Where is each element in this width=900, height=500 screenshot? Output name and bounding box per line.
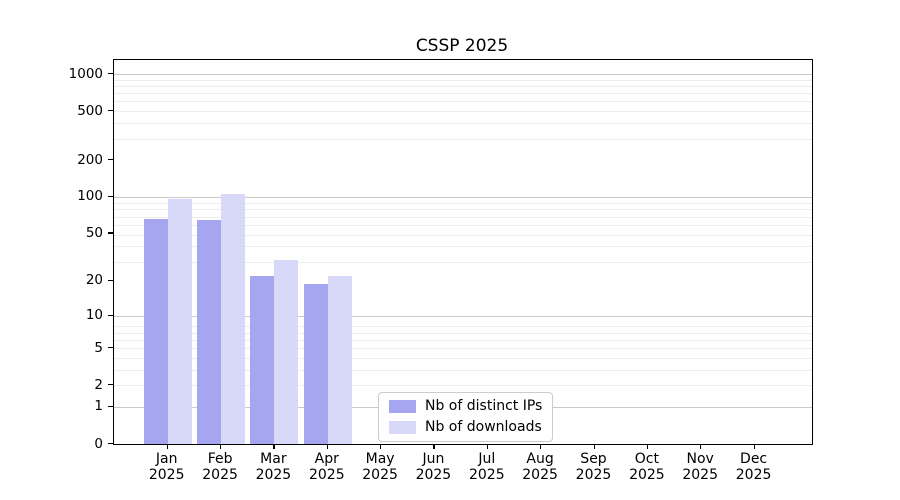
x-axis-tick-label: Jan 2025 (148, 451, 185, 483)
bar-distinct-ips (143, 218, 168, 444)
legend-label-distinct-ips: Nb of distinct IPs (425, 398, 543, 414)
gridline-minor (114, 111, 812, 113)
gridline-minor (114, 357, 812, 359)
gridline-minor (114, 86, 812, 87)
legend-swatch-distinct-ips (389, 399, 416, 413)
bar-downloads (167, 199, 192, 444)
y-axis-tick-mark (108, 384, 113, 386)
gridline-minor (114, 261, 812, 263)
y-axis-tick-label: 5 (94, 339, 103, 356)
y-axis-tick-label: 2 (94, 376, 103, 393)
plot-area (113, 59, 813, 445)
gridline-minor (114, 203, 812, 204)
gridline-minor (114, 123, 812, 125)
y-axis-tick-label: 500 (77, 102, 103, 119)
bar-downloads (274, 260, 299, 444)
x-axis-tick-mark (700, 444, 702, 449)
legend-entry-downloads: Nb of downloads (389, 419, 542, 435)
gridline-minor (114, 138, 812, 140)
x-axis-tick-label: Oct 2025 (629, 451, 665, 483)
y-axis-tick-mark (108, 195, 113, 197)
y-axis-tick-mark (108, 279, 113, 282)
x-axis-tick-mark (273, 444, 275, 449)
gridline-minor (114, 385, 812, 387)
gridline-minor (114, 234, 812, 236)
y-axis-tick-label: 200 (77, 151, 103, 168)
gridline-minor (114, 369, 812, 371)
y-axis-tick-label: 50 (85, 224, 103, 241)
x-axis-tick-label: Sep 2025 (575, 451, 612, 483)
x-axis-tick-mark (753, 444, 755, 449)
y-axis-tick-mark (108, 443, 113, 445)
x-axis-tick-mark (646, 444, 649, 449)
bar-downloads (327, 276, 352, 444)
legend: Nb of distinct IPs Nb of downloads (378, 392, 554, 442)
y-axis-tick-mark (108, 232, 113, 234)
gridline-minor (114, 101, 812, 103)
x-axis-tick-label: Jun 2025 (415, 451, 452, 483)
x-axis-tick-label: Apr 2025 (308, 451, 345, 483)
y-axis-tick-mark (108, 73, 113, 75)
legend-entry-distinct-ips: Nb of distinct IPs (389, 398, 542, 414)
y-axis-tick-mark (108, 314, 113, 316)
gridline-major (114, 196, 812, 198)
gridline-minor (114, 216, 812, 218)
y-axis-tick-mark (108, 405, 113, 408)
x-axis-tick-mark (220, 444, 222, 449)
bar-downloads (221, 194, 246, 444)
gridline-minor (114, 79, 812, 81)
x-axis-tick-mark (593, 444, 595, 449)
y-axis-tick-label: 20 (85, 272, 103, 289)
bar-distinct-ips (250, 276, 275, 444)
gridline-minor (114, 246, 812, 248)
y-axis-tick-mark (108, 159, 113, 161)
legend-swatch-downloads (389, 420, 416, 434)
bar-distinct-ips (197, 219, 222, 444)
x-axis-tick-mark (486, 444, 488, 449)
x-axis-tick-mark (326, 444, 328, 449)
x-axis-tick-label: Nov 2025 (682, 451, 719, 483)
gridline-minor (114, 332, 812, 334)
bar-distinct-ips (303, 283, 328, 444)
gridline-minor (114, 209, 812, 211)
x-axis-tick-mark (166, 444, 168, 449)
y-axis-tick-label: 1000 (68, 65, 103, 82)
x-axis-tick-label: Dec 2025 (735, 451, 772, 483)
x-axis-tick-label: May 2025 (362, 451, 398, 483)
x-axis-tick-mark (380, 444, 382, 449)
x-axis-tick-label: Aug 2025 (522, 451, 558, 483)
y-axis-tick-label: 10 (85, 307, 103, 324)
y-axis-tick-mark (108, 347, 113, 349)
gridline-minor (114, 339, 812, 341)
gridline-minor (114, 326, 812, 328)
gridline-minor (114, 348, 812, 349)
chart-title: CSSP 2025 (415, 36, 509, 56)
x-axis-tick-label: Jul 2025 (468, 451, 505, 483)
x-axis-tick-label: Mar 2025 (255, 451, 292, 483)
gridline-minor (114, 93, 812, 95)
x-axis-tick-label: Feb 2025 (202, 451, 238, 483)
x-axis-tick-mark (540, 444, 542, 449)
y-axis-tick-label: 100 (77, 188, 103, 205)
legend-label-downloads: Nb of downloads (425, 419, 542, 435)
x-axis-tick-mark (433, 444, 435, 449)
gridline-major (114, 74, 812, 75)
y-axis-tick-label: 1 (94, 398, 103, 415)
gridline-major (114, 315, 812, 317)
gridline-minor (114, 224, 812, 226)
y-axis-tick-label: 0 (94, 435, 103, 452)
y-axis-tick-mark (108, 110, 113, 112)
